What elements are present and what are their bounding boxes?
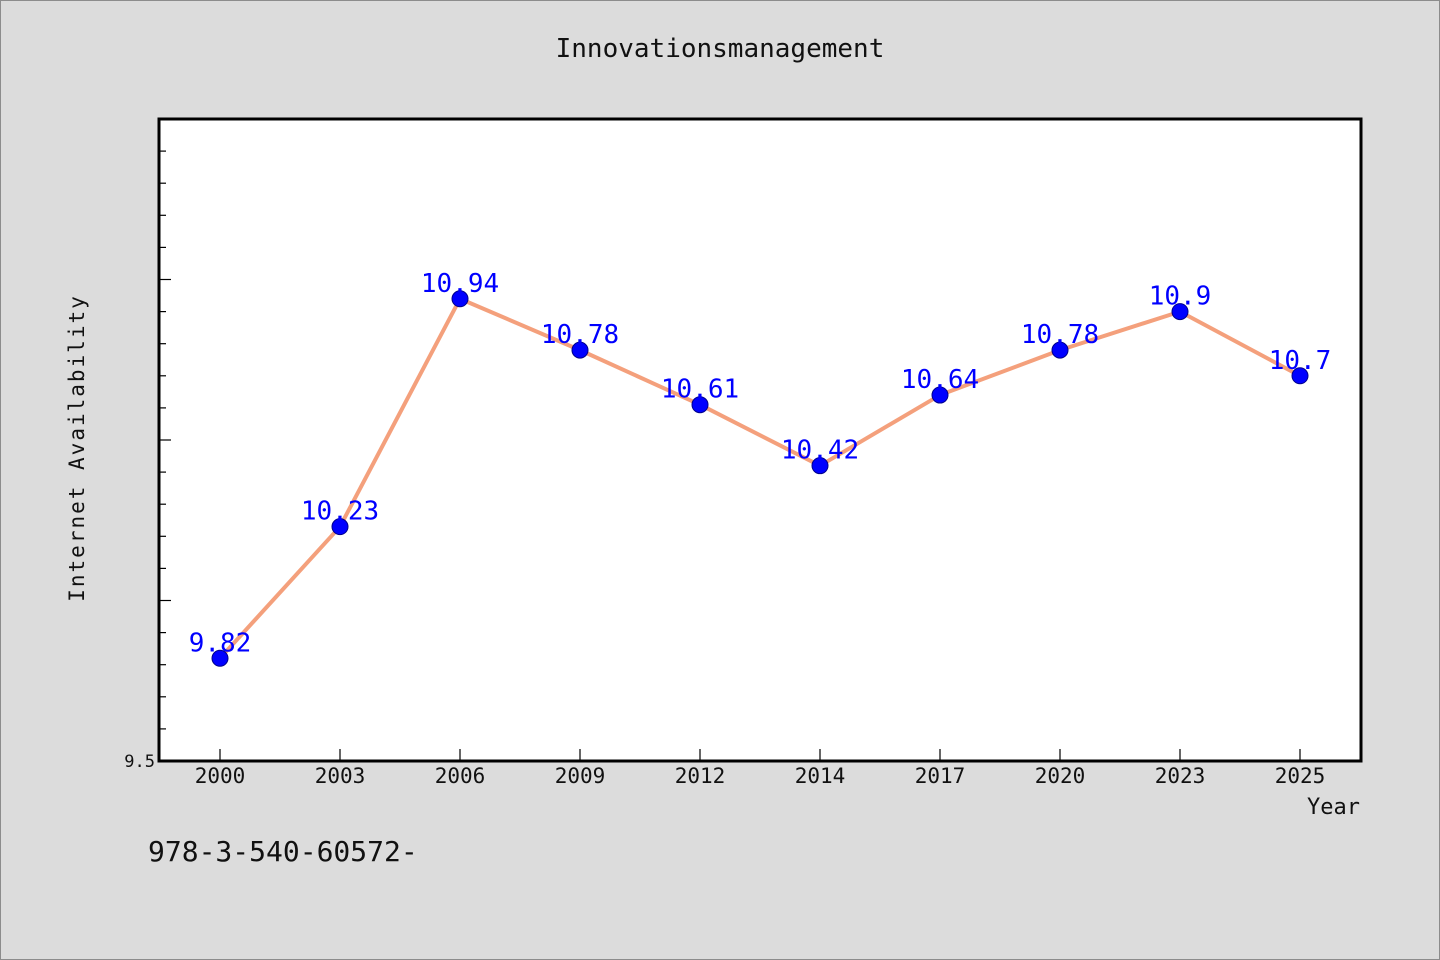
y-axis-ticks: 9.5 (124, 150, 171, 772)
data-label: 10.78 (1021, 320, 1099, 350)
x-tick-label: 2000 (195, 764, 246, 788)
x-tick-label: 2014 (795, 764, 846, 788)
data-label: 10.9 (1149, 282, 1212, 312)
data-point (1171, 303, 1189, 321)
data-label: 10.64 (901, 365, 979, 395)
x-tick-label: 2012 (675, 764, 726, 788)
data-label: 10.23 (301, 497, 379, 527)
chart-title: Innovationsmanagement (555, 34, 885, 64)
data-label: 10.61 (661, 375, 739, 405)
x-tick-label: 2017 (915, 764, 966, 788)
data-point (571, 341, 589, 359)
x-tick-label: 2025 (1275, 764, 1326, 788)
data-point (1291, 367, 1309, 385)
x-tick-label: 2006 (435, 764, 486, 788)
data-point (331, 518, 349, 536)
series-line (218, 296, 1301, 660)
data-label: 10.94 (421, 269, 499, 299)
data-point (451, 290, 469, 308)
x-tick-label: 2023 (1155, 764, 1206, 788)
x-tick-label: 2020 (1035, 764, 1086, 788)
data-point (1051, 341, 1069, 359)
x-axis-ticks: 2000 2003 2006 2009 2012 2014 2017 2020 2023 2025 (195, 749, 1326, 788)
x-axis-label: Year (1307, 795, 1360, 820)
x-tick-label: 2003 (315, 764, 366, 788)
plot-area (157, 117, 1363, 763)
series-layer: 9.82 10.23 10.94 10.78 10.61 10.42 10.64 10.78 1… (189, 269, 1332, 667)
x-tick-label: 2009 (555, 764, 606, 788)
data-point (931, 386, 949, 404)
data-label: 9.82 (189, 628, 252, 658)
data-label: 10.7 (1269, 346, 1332, 376)
data-point (211, 649, 229, 667)
footer-isbn-text: 978-3-540-60572- (148, 835, 418, 868)
data-label: 10.78 (541, 320, 619, 350)
data-label: 10.42 (781, 436, 859, 466)
data-point (811, 457, 829, 475)
y-tick-label: 9.5 (124, 752, 155, 772)
data-point (691, 396, 709, 414)
